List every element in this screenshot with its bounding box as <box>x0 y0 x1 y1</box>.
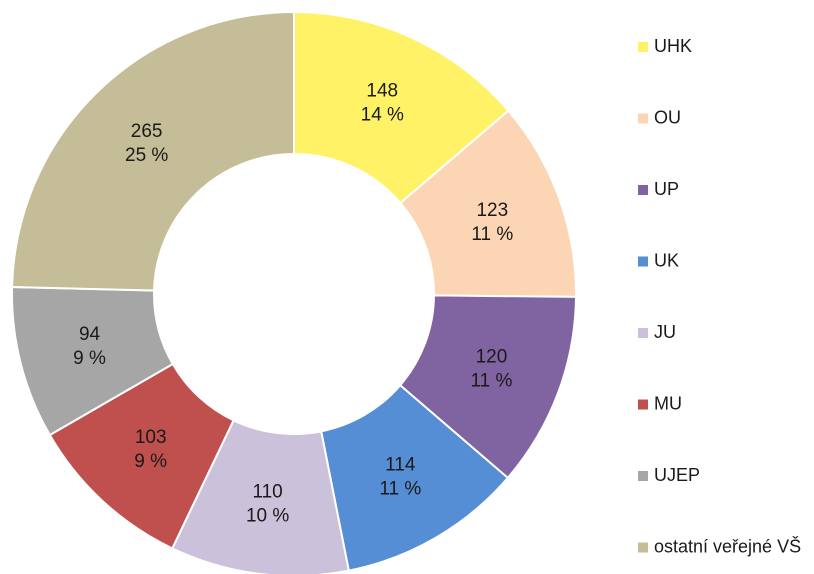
legend-swatch <box>638 113 648 124</box>
legend-label: JU <box>654 322 676 342</box>
legend-swatch <box>638 399 648 410</box>
slice-value-label: 110 <box>252 481 282 502</box>
legend-swatch <box>638 42 648 52</box>
slice-value-label: 123 <box>476 200 508 221</box>
legend-label: UP <box>654 179 679 199</box>
legend-swatch <box>638 542 648 553</box>
slice-percent-label: 14 % <box>361 104 404 125</box>
slice-percent-label: 10 % <box>246 505 289 526</box>
legend-label: UK <box>654 250 679 270</box>
legend-label: ostatní veřejné VŠ <box>654 535 801 556</box>
slice-percent-label: 25 % <box>125 145 168 166</box>
legend-label: OU <box>654 107 681 127</box>
slice-value-label: 265 <box>131 121 163 142</box>
slice-percent-label: 11 % <box>471 370 513 391</box>
slice-value-label: 120 <box>476 346 508 367</box>
legend-label: UJEP <box>654 465 700 485</box>
slice-percent-label: 11 % <box>379 478 421 499</box>
legend-swatch <box>638 256 648 267</box>
legend-swatch <box>638 471 648 481</box>
slice <box>11 10 295 292</box>
legend-swatch <box>638 328 648 338</box>
legend-swatch <box>638 185 648 195</box>
slice-percent-label: 9 % <box>134 451 167 472</box>
slice <box>398 294 577 480</box>
legend-label: MU <box>654 393 682 413</box>
slice-value-label: 148 <box>366 80 398 101</box>
slice-value-label: 103 <box>135 427 167 448</box>
slice-value-label: 94 <box>79 324 101 345</box>
slice-percent-label: 11 % <box>471 224 513 245</box>
slice-percent-label: 9 % <box>73 348 106 369</box>
slice-value-label: 114 <box>385 454 416 475</box>
legend-label: UHK <box>654 36 692 56</box>
